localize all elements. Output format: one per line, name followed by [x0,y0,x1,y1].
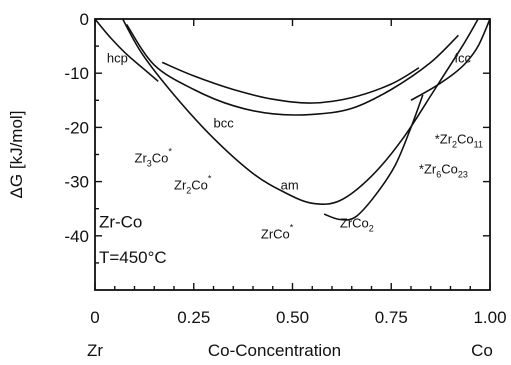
annotations-group: hcp bcc fcc am Zr3Co*Zr2Co* ZrCo* ZrCo2 *Zr2Co1… [107,50,483,241]
y-tick-label: -20 [64,118,89,137]
annotation-hcp: hcp [107,50,128,65]
annotation-zrco2: ZrCo2 [340,216,374,234]
series-fcc-line [410,18,491,101]
y-tick-label: 0 [80,10,89,29]
x-axis-right-end-label: Co [471,341,493,360]
axis-labels-group: ΔG [kJ/mol] Co-Concentration Zr Co Zr-Co… [7,111,493,360]
y-axis-label: ΔG [kJ/mol] [7,111,26,199]
x-tick-label: 0.25 [177,308,210,327]
x-axis-left-end-label: Zr [87,341,103,360]
series-zrco2-line [323,94,424,221]
annotation-fcc: fcc [454,50,471,65]
temperature-label: T=450°C [99,248,167,267]
system-label: Zr-Co [99,213,142,232]
x-tick-label: 0.50 [276,308,309,327]
annotation-zr3co: Zr3Co* [135,147,173,169]
x-axis-label: Co-Concentration [208,341,341,360]
annotation-zrco: ZrCo* [261,223,294,242]
annotation-zr2co: Zr2Co* [174,174,212,196]
series-hcp-line [94,18,159,82]
x-tick-label: 0.75 [375,308,408,327]
annotation-am: am [281,178,299,193]
annotation-zr6co23: *Zr6Co23 [419,161,468,179]
series-bcc-line [125,23,459,116]
curves-group [94,18,491,221]
series-am-line [121,18,479,206]
y-tick-label: -30 [64,173,89,192]
series-bcc-upper-line [161,61,420,104]
y-tick-label: -40 [64,227,89,246]
ticks-group: 0 0.25 0.50 0.75 1.00 0 -10 -20 -30 -40 [64,10,506,327]
x-tick-label: 0 [90,308,99,327]
x-tick-label: 1.00 [473,308,506,327]
annotation-zr2co11: *Zr2Co11 [435,132,483,150]
annotation-bcc: bcc [214,115,235,130]
y-tick-label: -10 [64,64,89,83]
